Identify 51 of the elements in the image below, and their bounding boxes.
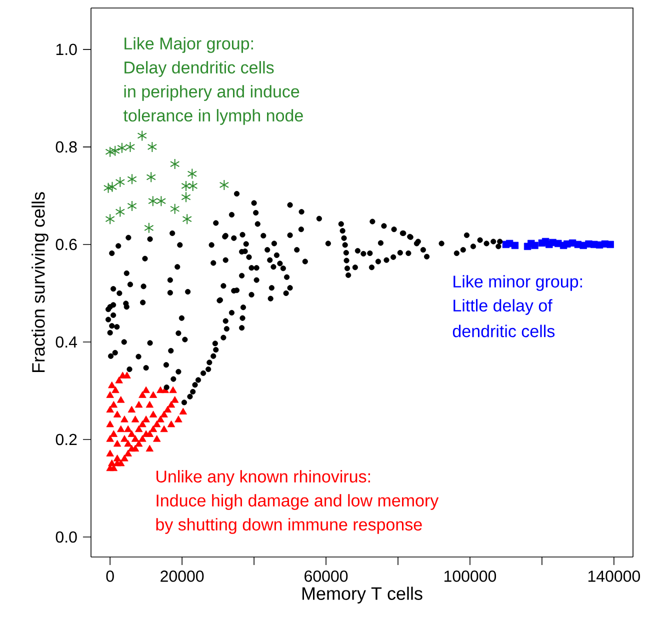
annotation: dendritic cells bbox=[452, 324, 555, 338]
x-axis-title: Memory T cells bbox=[302, 586, 422, 604]
point bbox=[606, 240, 614, 248]
x-tick-label: 140000 bbox=[588, 570, 640, 582]
point bbox=[103, 182, 114, 194]
point bbox=[187, 168, 197, 180]
point bbox=[170, 158, 180, 170]
annotation: in periphery and induce bbox=[124, 85, 300, 101]
point bbox=[146, 172, 156, 183]
x-tick-label: 60000 bbox=[304, 570, 348, 582]
point bbox=[127, 174, 137, 185]
point bbox=[115, 176, 125, 188]
point bbox=[156, 196, 166, 207]
y-tick-label: 0.8 bbox=[56, 141, 77, 153]
point bbox=[137, 130, 147, 142]
point bbox=[181, 192, 191, 203]
y-tick-label: 0.2 bbox=[56, 434, 77, 446]
annotation: tolerance in lymph node bbox=[123, 109, 303, 125]
point bbox=[170, 203, 180, 214]
y-tick-label: 0.4 bbox=[56, 336, 78, 348]
annotation: Little delay of bbox=[454, 299, 552, 315]
point bbox=[105, 214, 115, 225]
x-tick-label: 20000 bbox=[160, 570, 204, 582]
y-tick-label: 0.0 bbox=[56, 531, 77, 543]
point bbox=[147, 141, 158, 152]
point bbox=[105, 146, 115, 158]
point bbox=[127, 200, 137, 212]
point bbox=[110, 145, 120, 156]
annotation: by shutting down immune response bbox=[156, 518, 422, 534]
point bbox=[107, 181, 118, 192]
point bbox=[181, 180, 191, 192]
annotation: Induce high damage and low memory bbox=[156, 494, 439, 510]
point bbox=[115, 206, 125, 218]
point bbox=[219, 179, 229, 190]
point bbox=[182, 214, 192, 225]
point bbox=[148, 196, 158, 207]
y-tick-label: 0.6 bbox=[56, 238, 77, 250]
point bbox=[531, 242, 538, 250]
annotation: Unlike any known rhinovirus: bbox=[156, 470, 370, 486]
y-axis-title: Fraction surviving cells bbox=[32, 192, 48, 372]
x-tick-label: 0 bbox=[106, 570, 114, 582]
point bbox=[511, 242, 519, 250]
point bbox=[144, 222, 154, 234]
point bbox=[117, 142, 127, 154]
x-tick-label: 100000 bbox=[444, 570, 496, 582]
y-tick-label: 1.0 bbox=[56, 44, 77, 56]
annotation: Like minor group: bbox=[454, 275, 582, 291]
annotation: Like Major group: bbox=[124, 37, 253, 53]
point bbox=[125, 141, 136, 152]
annotation: Delay dendritic cells bbox=[124, 61, 274, 77]
point bbox=[188, 180, 198, 192]
